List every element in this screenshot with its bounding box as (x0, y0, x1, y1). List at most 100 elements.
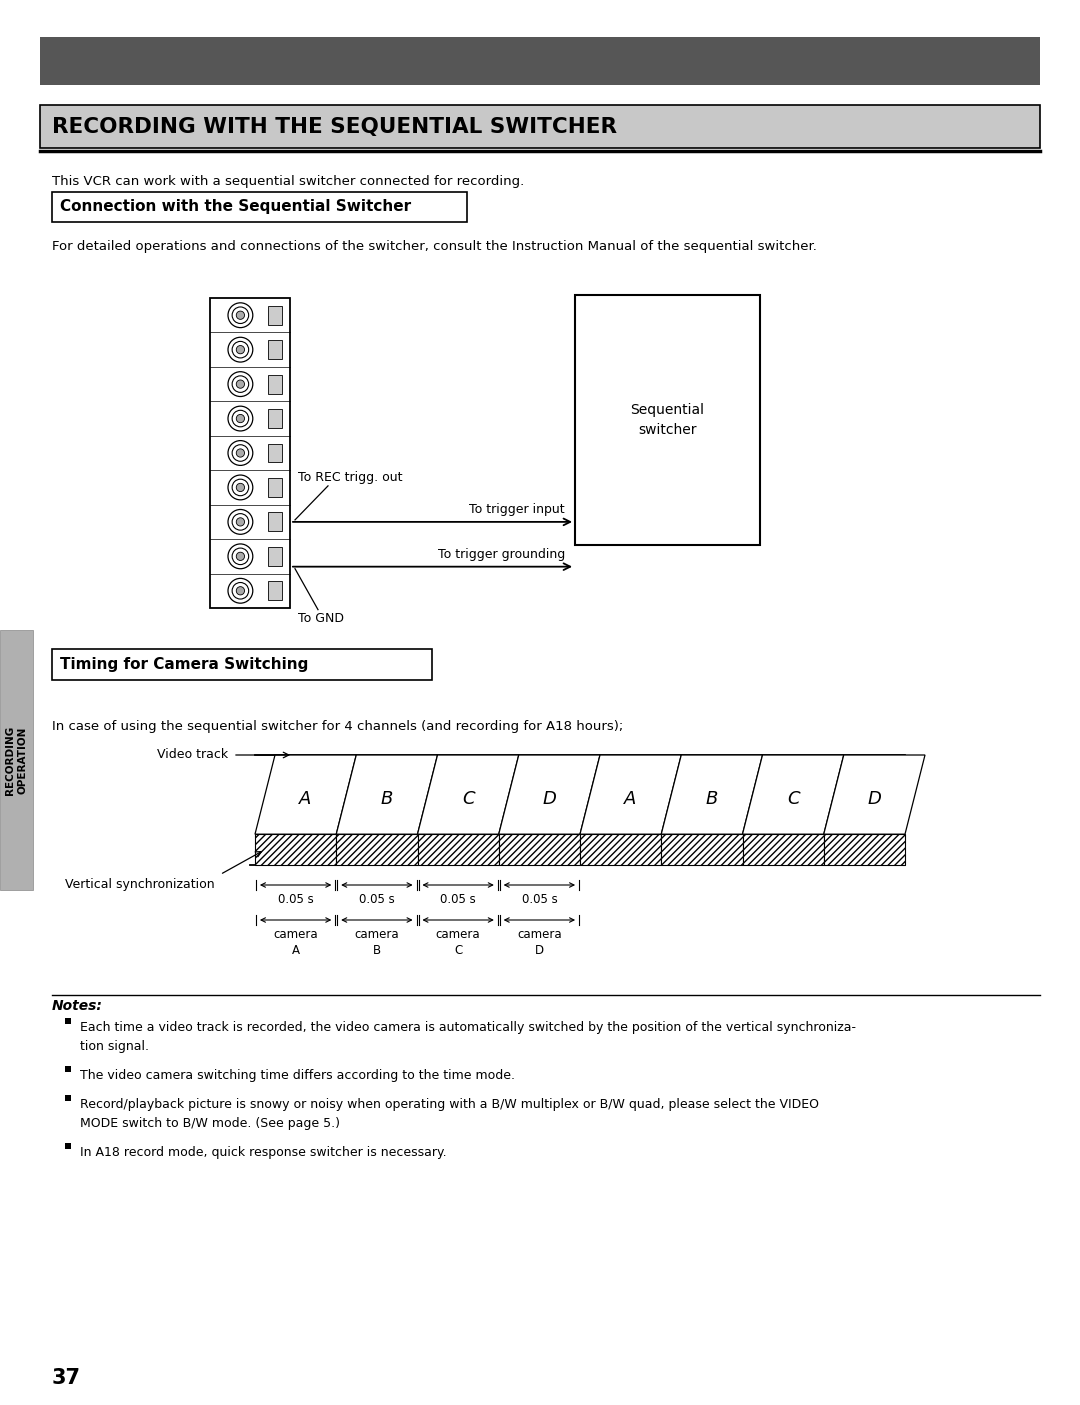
Circle shape (228, 303, 253, 327)
Circle shape (232, 377, 248, 392)
Bar (268, 478, 282, 497)
Text: To REC trigg. out: To REC trigg. out (298, 471, 403, 483)
Circle shape (232, 341, 248, 358)
Text: Timing for Camera Switching: Timing for Camera Switching (60, 658, 309, 673)
Bar (65, 1019, 71, 1024)
Polygon shape (336, 835, 418, 865)
Text: To trigger input: To trigger input (470, 503, 565, 516)
Text: B: B (705, 790, 718, 808)
Text: A: A (624, 790, 637, 808)
Text: camera
B: camera B (354, 927, 400, 957)
Text: tion signal.: tion signal. (80, 1040, 149, 1052)
Text: D: D (542, 790, 556, 808)
Polygon shape (255, 754, 356, 835)
Bar (52, 192, 467, 222)
Bar (268, 547, 282, 566)
Circle shape (237, 414, 244, 423)
Text: In A18 record mode, quick response switcher is necessary.: In A18 record mode, quick response switc… (80, 1146, 447, 1159)
Bar (268, 306, 282, 325)
Circle shape (232, 306, 248, 323)
Text: For detailed operations and connections of the switcher, consult the Instruction: For detailed operations and connections … (52, 240, 816, 253)
Bar (268, 582, 282, 600)
Bar (65, 1066, 71, 1072)
Circle shape (228, 406, 253, 431)
Circle shape (228, 441, 253, 465)
Text: C: C (787, 790, 799, 808)
Text: Vertical synchronization: Vertical synchronization (66, 878, 215, 891)
Text: This VCR can work with a sequential switcher connected for recording.: This VCR can work with a sequential swit… (52, 176, 524, 188)
Circle shape (228, 579, 253, 603)
Bar (268, 513, 282, 531)
Bar (210, 298, 291, 608)
Circle shape (237, 311, 244, 319)
Circle shape (232, 514, 248, 530)
Text: The video camera switching time differs according to the time mode.: The video camera switching time differs … (80, 1069, 515, 1082)
Circle shape (237, 379, 244, 388)
Text: 0.05 s: 0.05 s (278, 894, 313, 906)
Circle shape (232, 479, 248, 496)
Text: camera
C: camera C (436, 927, 481, 957)
Circle shape (232, 548, 248, 565)
Polygon shape (743, 754, 843, 835)
Text: 37: 37 (52, 1368, 81, 1388)
Bar (0, 629, 33, 889)
Text: Record/playback picture is snowy or noisy when operating with a B/W multiplex or: Record/playback picture is snowy or nois… (80, 1097, 819, 1111)
Circle shape (237, 552, 244, 561)
Circle shape (228, 510, 253, 534)
Bar (65, 1144, 71, 1149)
Bar (40, 105, 1040, 148)
Text: 0.05 s: 0.05 s (441, 894, 476, 906)
Text: A: A (299, 790, 312, 808)
Polygon shape (499, 835, 580, 865)
Bar (268, 444, 282, 462)
Polygon shape (824, 754, 924, 835)
Polygon shape (499, 754, 600, 835)
Circle shape (228, 372, 253, 396)
Polygon shape (824, 835, 905, 865)
Bar (65, 1094, 71, 1102)
Polygon shape (336, 754, 437, 835)
Circle shape (237, 483, 244, 492)
Circle shape (237, 346, 244, 354)
Text: Video track: Video track (157, 749, 228, 762)
Text: 0.05 s: 0.05 s (522, 894, 557, 906)
Polygon shape (418, 835, 499, 865)
Circle shape (237, 518, 244, 525)
Circle shape (232, 583, 248, 599)
Polygon shape (580, 754, 681, 835)
Text: In case of using the sequential switcher for 4 channels (and recording for A18 h: In case of using the sequential switcher… (52, 719, 623, 733)
Circle shape (228, 475, 253, 500)
Bar (268, 340, 282, 360)
Text: Notes:: Notes: (52, 999, 103, 1013)
Bar (268, 409, 282, 429)
Polygon shape (580, 835, 661, 865)
Text: B: B (380, 790, 393, 808)
Bar (52, 649, 432, 680)
Polygon shape (255, 835, 336, 865)
Circle shape (232, 410, 248, 427)
Polygon shape (743, 835, 824, 865)
Bar (575, 295, 760, 545)
Text: To trigger grounding: To trigger grounding (437, 548, 565, 561)
Circle shape (232, 445, 248, 461)
Circle shape (228, 544, 253, 569)
Circle shape (237, 448, 244, 457)
Text: RECORDING WITH THE SEQUENTIAL SWITCHER: RECORDING WITH THE SEQUENTIAL SWITCHER (52, 117, 617, 138)
Text: MODE switch to B/W mode. (See page 5.): MODE switch to B/W mode. (See page 5.) (80, 1117, 340, 1130)
Text: camera
A: camera A (273, 927, 318, 957)
Polygon shape (661, 835, 743, 865)
Text: Each time a video track is recorded, the video camera is automatically switched : Each time a video track is recorded, the… (80, 1021, 856, 1034)
Text: 0.05 s: 0.05 s (359, 894, 395, 906)
Bar (40, 37, 1040, 84)
Polygon shape (418, 754, 518, 835)
Text: Sequential
switcher: Sequential switcher (631, 403, 704, 437)
Text: C: C (462, 790, 474, 808)
Text: Connection with the Sequential Switcher: Connection with the Sequential Switcher (60, 200, 411, 215)
Circle shape (237, 587, 244, 594)
Polygon shape (661, 754, 762, 835)
Text: D: D (867, 790, 881, 808)
Text: RECORDING
OPERATION: RECORDING OPERATION (4, 725, 27, 795)
Text: camera
D: camera D (517, 927, 562, 957)
Text: To GND: To GND (298, 611, 345, 625)
Bar (268, 375, 282, 393)
